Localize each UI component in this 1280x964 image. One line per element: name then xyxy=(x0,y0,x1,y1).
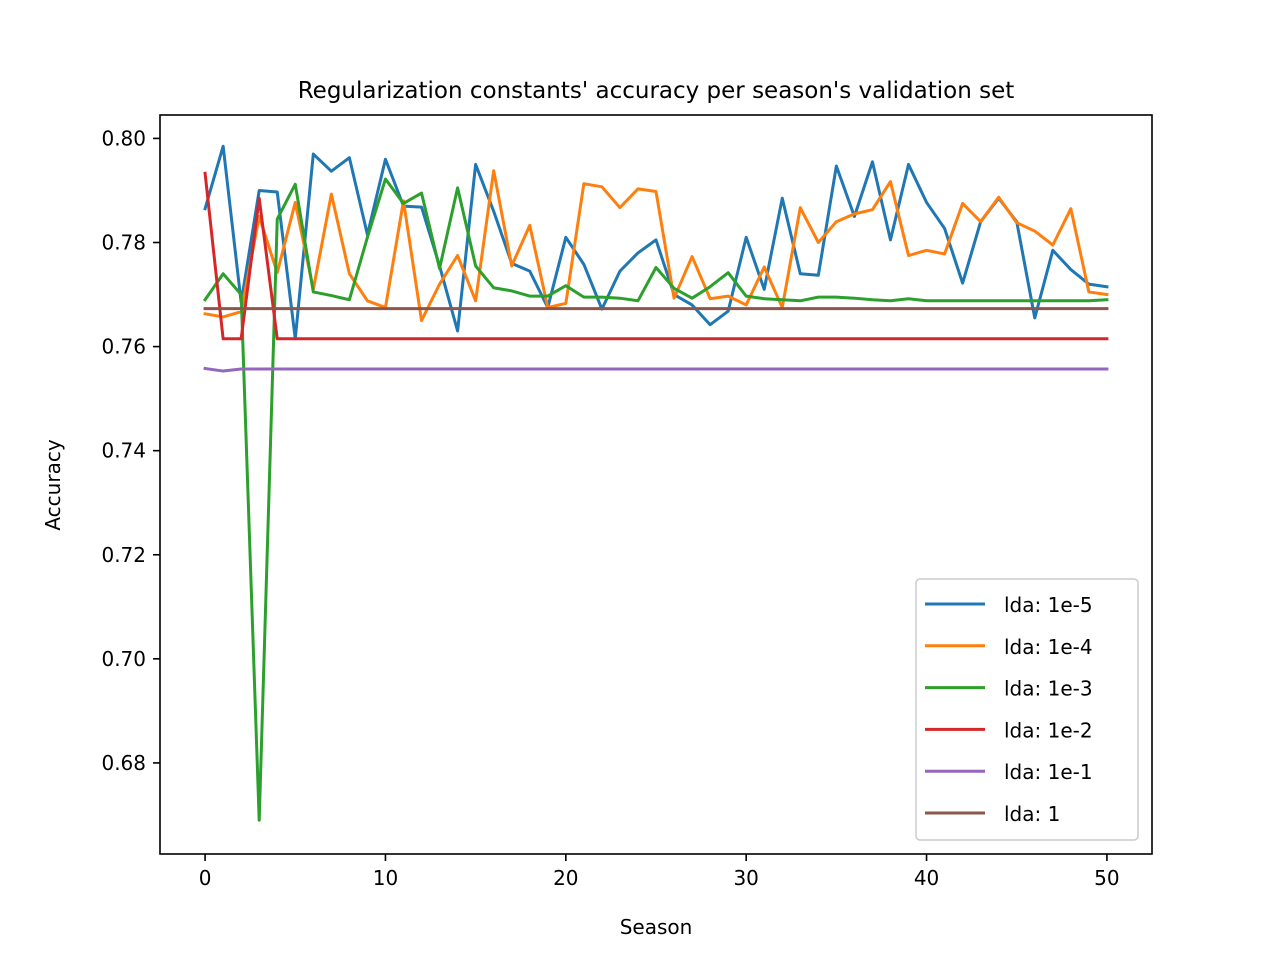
series-line-5 xyxy=(203,366,1109,373)
series-line-3 xyxy=(203,177,1109,822)
legend-label: lda: 1 xyxy=(1004,802,1060,826)
chart-title: Regularization constants' accuracy per s… xyxy=(298,78,1015,104)
x-tick-label: 30 xyxy=(733,866,758,890)
x-tick-label: 50 xyxy=(1094,866,1119,890)
y-tick-label: 0.72 xyxy=(101,543,146,567)
x-tick-label: 10 xyxy=(373,866,398,890)
series-line-4 xyxy=(203,171,1109,341)
x-axis-label: Season xyxy=(620,915,693,939)
y-tick-label: 0.70 xyxy=(101,647,146,671)
legend-label: lda: 1e-5 xyxy=(1004,593,1093,617)
legend-label: lda: 1e-1 xyxy=(1004,760,1093,784)
y-tick-label: 0.78 xyxy=(101,231,146,255)
x-tick-label: 0 xyxy=(199,866,212,890)
x-tick-label: 40 xyxy=(914,866,939,890)
legend-label: lda: 1e-3 xyxy=(1004,677,1093,701)
y-tick-label: 0.76 xyxy=(101,335,146,359)
legend-label: lda: 1e-4 xyxy=(1004,635,1093,659)
plot-lines xyxy=(203,144,1109,822)
x-axis-ticks: 0 10 20 30 40 50 xyxy=(199,854,1120,890)
plot-frame xyxy=(159,114,1153,855)
legend-label: lda: 1e-2 xyxy=(1004,718,1093,742)
y-axis-label: Accuracy xyxy=(41,439,65,530)
y-tick-label: 0.68 xyxy=(101,751,146,775)
x-tick-label: 20 xyxy=(553,866,578,890)
series-line-1 xyxy=(203,144,1109,341)
y-tick-label: 0.80 xyxy=(101,126,146,150)
y-axis-ticks: 0.68 0.70 0.72 0.74 0.76 0.78 0.80 xyxy=(101,126,160,775)
legend: lda: 1e-5 lda: 1e-4 lda: 1e-3 lda: 1e-2 lda:… xyxy=(915,578,1139,841)
y-tick-label: 0.74 xyxy=(101,439,146,463)
legend-box xyxy=(915,578,1139,841)
